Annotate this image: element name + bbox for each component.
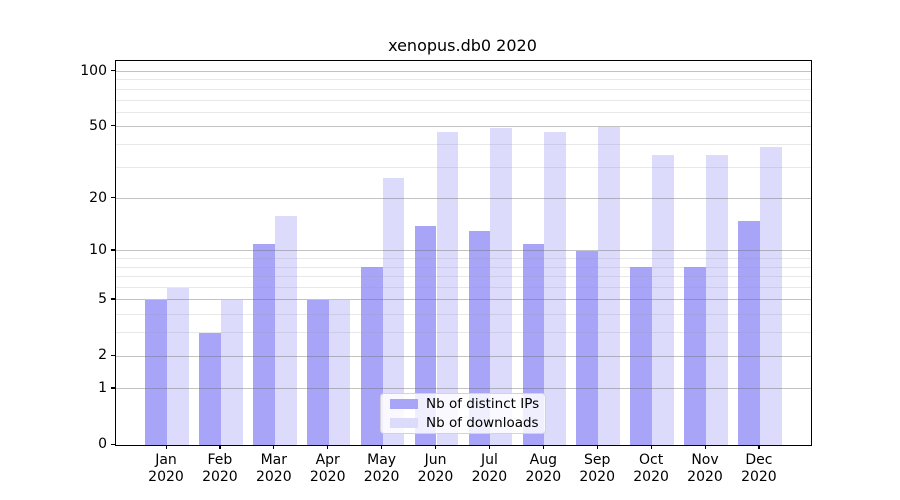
y-tick-50 bbox=[111, 125, 115, 127]
x-tick-label-nov: Nov 2020 bbox=[687, 452, 723, 485]
x-tick-aug bbox=[542, 445, 544, 449]
bar-nb-of-downloads-nov bbox=[706, 155, 728, 445]
x-tick-apr bbox=[327, 445, 329, 449]
bar-nb-of-downloads-aug bbox=[544, 131, 567, 445]
bar-nb-of-downloads-mar bbox=[274, 215, 297, 445]
bar-nb-of-downloads-oct bbox=[652, 155, 674, 445]
gridline-minor-80 bbox=[116, 88, 811, 90]
bar-nb-of-downloads-may bbox=[382, 178, 405, 445]
x-tick-label-jan: Jan 2020 bbox=[148, 452, 184, 485]
x-tick-label-mar: Mar 2020 bbox=[255, 452, 292, 485]
x-tick-nov bbox=[704, 445, 706, 449]
gridline-minor-7 bbox=[116, 276, 811, 278]
bar-nb-of-distinct-ips-may bbox=[360, 267, 383, 445]
bar-nb-of-distinct-ips-jul bbox=[468, 231, 491, 445]
legend-swatch-downloads bbox=[390, 418, 418, 428]
bar-nb-of-distinct-ips-oct bbox=[630, 267, 653, 445]
y-tick-label-50: 50 bbox=[89, 117, 107, 134]
x-tick-sep bbox=[596, 445, 598, 449]
x-tick-oct bbox=[650, 445, 652, 449]
bar-nb-of-downloads-jul bbox=[490, 128, 513, 445]
legend-swatch-distinct-ips bbox=[390, 399, 418, 409]
y-tick-2 bbox=[111, 354, 115, 356]
bar-nb-of-distinct-ips-feb bbox=[199, 332, 221, 445]
gridline-minor-60 bbox=[116, 111, 811, 113]
x-tick-dec bbox=[758, 445, 760, 449]
gridline-major-2 bbox=[116, 355, 811, 357]
gridline-major-1 bbox=[116, 388, 811, 390]
bar-nb-of-distinct-ips-sep bbox=[576, 250, 599, 445]
y-tick-1 bbox=[111, 387, 115, 389]
gridline-minor-70 bbox=[116, 99, 811, 101]
gridline-major-5 bbox=[116, 299, 811, 301]
bar-nb-of-distinct-ips-jan bbox=[145, 300, 167, 445]
x-tick-label-sep: Sep 2020 bbox=[579, 452, 615, 485]
y-tick-label-100: 100 bbox=[80, 62, 107, 79]
x-tick-jan bbox=[165, 445, 167, 449]
legend-label-downloads: Nb of downloads bbox=[426, 415, 539, 431]
x-tick-label-aug: Aug 2020 bbox=[525, 452, 562, 485]
bar-nb-of-distinct-ips-mar bbox=[253, 243, 275, 445]
gridline-minor-90 bbox=[116, 79, 811, 81]
x-tick-may bbox=[381, 445, 383, 449]
y-tick-100 bbox=[111, 70, 115, 72]
gridline-major-20 bbox=[116, 198, 811, 200]
bar-nb-of-distinct-ips-apr bbox=[306, 300, 329, 445]
gridline-minor-6 bbox=[116, 287, 811, 289]
x-tick-label-oct: Oct 2020 bbox=[633, 452, 669, 485]
gridline-major-10 bbox=[116, 250, 811, 252]
gridline-minor-30 bbox=[116, 166, 811, 168]
x-tick-jun bbox=[435, 445, 437, 449]
y-tick-5 bbox=[111, 298, 115, 300]
bar-nb-of-downloads-jan bbox=[167, 287, 189, 445]
x-tick-label-dec: Dec 2020 bbox=[741, 452, 777, 485]
x-tick-label-feb: Feb 2020 bbox=[202, 452, 238, 485]
bar-nb-of-distinct-ips-nov bbox=[684, 267, 706, 445]
x-tick-label-apr: Apr 2020 bbox=[309, 452, 346, 485]
legend-label-distinct-ips: Nb of distinct IPs bbox=[426, 396, 540, 412]
y-tick-label-0: 0 bbox=[98, 436, 107, 452]
x-tick-label-jul: Jul 2020 bbox=[471, 452, 508, 485]
plot-area: Nb of distinct IPs Nb of downloads bbox=[115, 60, 812, 446]
legend-item-distinct-ips: Nb of distinct IPs bbox=[390, 397, 545, 411]
grid-layer bbox=[116, 61, 811, 445]
y-tick-20 bbox=[111, 197, 115, 199]
y-tick-0 bbox=[111, 443, 115, 445]
gridline-minor-8 bbox=[116, 266, 811, 268]
bar-nb-of-downloads-apr bbox=[328, 300, 351, 445]
chart-title: xenopus.db0 2020 bbox=[388, 36, 537, 55]
y-tick-label-1: 1 bbox=[98, 379, 107, 396]
x-tick-feb bbox=[219, 445, 221, 449]
y-tick-label-2: 2 bbox=[98, 347, 107, 364]
gridline-minor-9 bbox=[116, 258, 811, 260]
bar-nb-of-downloads-feb bbox=[220, 300, 243, 445]
bar-nb-of-downloads-sep bbox=[598, 126, 620, 445]
gridline-major-100 bbox=[116, 71, 811, 72]
bar-nb-of-distinct-ips-dec bbox=[738, 220, 760, 445]
x-tick-label-jun: Jun 2020 bbox=[417, 452, 454, 485]
x-tick-label-may: May 2020 bbox=[363, 452, 400, 485]
y-tick-label-20: 20 bbox=[89, 189, 107, 206]
gridline-minor-40 bbox=[116, 143, 811, 145]
bars-layer bbox=[116, 61, 811, 445]
legend-item-downloads: Nb of downloads bbox=[390, 416, 545, 430]
legend: Nb of distinct IPs Nb of downloads bbox=[380, 393, 546, 434]
bar-nb-of-distinct-ips-jun bbox=[414, 225, 437, 445]
gridline-major-50 bbox=[116, 126, 811, 128]
y-tick-label-10: 10 bbox=[89, 241, 107, 258]
bar-nb-of-downloads-jun bbox=[436, 131, 459, 445]
y-tick-10 bbox=[111, 249, 115, 251]
gridline-minor-4 bbox=[116, 314, 811, 316]
y-tick-label-5: 5 bbox=[98, 290, 107, 307]
x-tick-jul bbox=[488, 445, 491, 449]
gridline-minor-3 bbox=[116, 332, 811, 334]
x-tick-mar bbox=[273, 445, 275, 449]
bar-nb-of-downloads-dec bbox=[759, 146, 782, 445]
